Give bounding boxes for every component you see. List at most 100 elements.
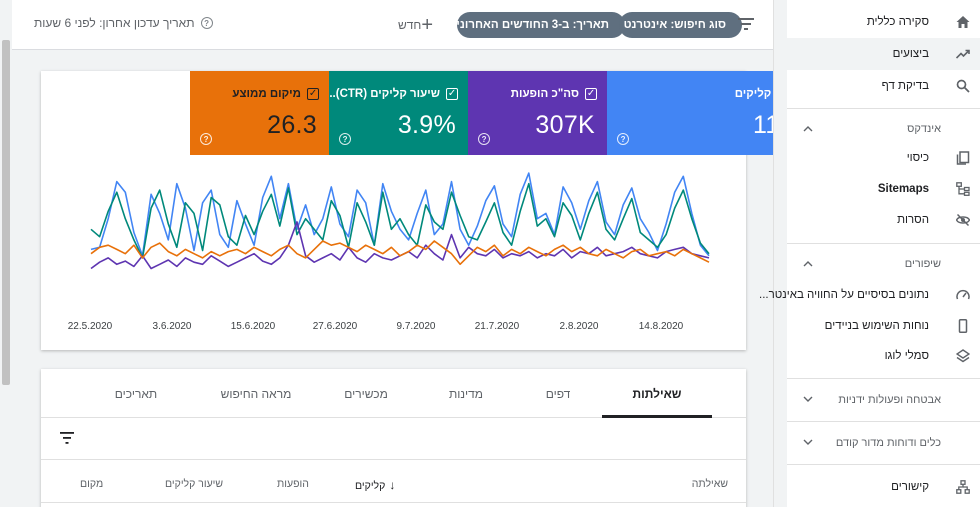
sidebar-section-legacy-tools[interactable]: כלים ודוחות מדור קודם bbox=[787, 426, 980, 460]
last-update: ? תאריך עדכון אחרון: לפני 6 שעות bbox=[34, 16, 213, 30]
chevron-up-icon bbox=[803, 126, 813, 132]
column-header-clicks[interactable]: ↓קליקים bbox=[355, 478, 395, 492]
section-label: כלים ודוחות מדור קודם bbox=[835, 437, 941, 449]
metric-label: שיעור קליקים (CTR)... bbox=[326, 88, 440, 100]
help-icon[interactable]: ? bbox=[339, 133, 351, 145]
checkbox-checked-icon[interactable]: ✓ bbox=[585, 88, 597, 100]
help-icon[interactable]: ? bbox=[478, 133, 490, 145]
column-header-clicks-label: קליקים bbox=[355, 480, 386, 492]
left-scrollbar-track[interactable] bbox=[0, 0, 12, 507]
sidebar-item-overview[interactable]: סקירה כללית bbox=[787, 6, 980, 38]
checkbox-checked-icon[interactable]: ✓ bbox=[307, 88, 319, 100]
sidebar-item-performance[interactable]: ביצועים bbox=[787, 38, 980, 70]
chart-series-line-1 bbox=[90, 182, 710, 259]
x-axis-tick-label: 2.8.2020 bbox=[560, 321, 599, 332]
sidebar-item-removals[interactable]: הסרות bbox=[787, 204, 980, 236]
sidebar-divider bbox=[787, 243, 980, 244]
filter-icon[interactable] bbox=[60, 432, 74, 444]
sidebar-divider bbox=[787, 108, 980, 109]
help-icon[interactable]: ? bbox=[200, 133, 212, 145]
search-icon bbox=[956, 79, 970, 93]
last-update-text: תאריך עדכון אחרון: לפני 6 שעות bbox=[34, 16, 195, 30]
date-filter-label: תאריך: ב-3 החודשים האחרונים bbox=[448, 19, 609, 31]
sidebar-item-sitemaps[interactable]: Sitemaps bbox=[787, 173, 980, 205]
tab-devices[interactable]: מכשירים bbox=[344, 386, 388, 401]
sidebar-divider bbox=[787, 378, 980, 379]
column-header-impressions[interactable]: הופעות bbox=[277, 478, 309, 490]
active-tab-indicator bbox=[602, 415, 712, 418]
tab-pages[interactable]: דפים bbox=[545, 386, 571, 401]
metric-total-clicks[interactable]: ✓סה"כ קליקים 11.9K ? bbox=[607, 71, 787, 155]
home-icon bbox=[956, 16, 970, 28]
left-scrollbar-thumb[interactable] bbox=[2, 40, 10, 385]
plus-icon: + bbox=[421, 14, 433, 36]
metric-label: מיקום ממוצע bbox=[232, 88, 301, 100]
x-axis-tick-label: 21.7.2020 bbox=[475, 321, 520, 332]
metric-label: סה"כ הופעות bbox=[510, 88, 579, 100]
add-new-label: חדש bbox=[398, 18, 422, 32]
sidebar-section-enhancements[interactable]: שיפורים bbox=[787, 247, 980, 281]
sidebar: סקירה כללית ביצועים בדיקת דף אינדקס כיסו… bbox=[759, 0, 980, 507]
sidebar-item-logos[interactable]: סמלי לוגו bbox=[787, 340, 980, 372]
sitemap-icon bbox=[956, 182, 970, 196]
search-type-label: סוג חיפוש: אינטרנט bbox=[623, 19, 726, 31]
metric-value: 3.9% bbox=[397, 111, 456, 139]
x-axis-tick-label: 22.5.2020 bbox=[68, 321, 113, 332]
sidebar-item-links[interactable]: קישורים bbox=[787, 471, 980, 503]
metric-ctr[interactable]: ✓ שיעור קליקים (CTR)... 3.9% ? bbox=[326, 71, 468, 155]
right-scrollbar-track[interactable] bbox=[773, 0, 787, 507]
section-label: אבטחה ופעולות ידניות bbox=[838, 394, 941, 406]
tab-search-appearance[interactable]: מראה החיפוש bbox=[220, 386, 292, 401]
metric-value: 26.3 bbox=[267, 111, 317, 139]
performance-chart-card: ✓סה"כ קליקים 11.9K ? ✓ סה"כ הופעות 307K ?… bbox=[41, 71, 787, 350]
chart-series-line-3 bbox=[90, 240, 710, 266]
layers-icon bbox=[956, 349, 970, 363]
section-label: אינדקס bbox=[907, 123, 941, 135]
add-new-filter-button[interactable]: + חדש bbox=[398, 15, 439, 35]
column-header-query[interactable]: שאילתה bbox=[691, 478, 728, 490]
search-type-chip[interactable]: סוג חיפוש: אינטרנט bbox=[619, 12, 742, 38]
sidebar-section-security[interactable]: אבטחה ופעולות ידניות bbox=[787, 383, 980, 417]
smartphone-icon bbox=[958, 319, 968, 333]
links-tree-icon bbox=[956, 480, 970, 494]
metric-total-impressions[interactable]: ✓ סה"כ הופעות 307K ? bbox=[468, 71, 607, 155]
chevron-up-icon bbox=[803, 261, 813, 267]
x-axis-tick-label: 14.8.2020 bbox=[639, 321, 684, 332]
tab-queries[interactable]: שאילתות bbox=[632, 386, 682, 401]
sidebar-divider bbox=[787, 464, 980, 465]
x-axis-tick-label: 27.6.2020 bbox=[313, 321, 358, 332]
sidebar-item-label: נתונים בסיסיים על החוויה באינטר... bbox=[759, 289, 929, 301]
sidebar-item-mobile-usability[interactable]: נוחות השימוש בניידים bbox=[787, 310, 980, 342]
sidebar-section-index[interactable]: אינדקס bbox=[787, 112, 980, 146]
column-header-ctr[interactable]: שיעור קליקים bbox=[165, 478, 224, 490]
tab-countries[interactable]: מדינות bbox=[448, 386, 484, 401]
speed-gauge-icon bbox=[956, 289, 970, 300]
metric-average-position[interactable]: ✓ מיקום ממוצע 26.3 ? bbox=[190, 71, 329, 155]
date-filter-chip[interactable]: תאריך: ב-3 החודשים האחרונים bbox=[448, 12, 625, 38]
filter-icon[interactable] bbox=[738, 17, 754, 31]
sidebar-item-label: בדיקת דף bbox=[881, 80, 929, 92]
arrow-down-icon: ↓ bbox=[389, 478, 396, 492]
x-axis-tick-label: 3.6.2020 bbox=[153, 321, 192, 332]
chevron-down-icon bbox=[803, 396, 813, 402]
sidebar-item-url-inspection[interactable]: בדיקת דף bbox=[787, 70, 980, 102]
sidebar-item-core-web-vitals[interactable]: נתונים בסיסיים על החוויה באינטר... bbox=[759, 279, 980, 311]
sidebar-item-coverage[interactable]: כיסוי bbox=[787, 142, 980, 174]
tab-dates[interactable]: תאריכים bbox=[114, 386, 158, 401]
checkbox-checked-icon[interactable]: ✓ bbox=[446, 88, 458, 100]
chevron-down-icon bbox=[803, 439, 813, 445]
chart-series-line-0 bbox=[90, 172, 710, 257]
sidebar-item-label: קישורים bbox=[891, 481, 929, 493]
metric-value: 307K bbox=[535, 111, 595, 139]
data-table-card: שאילתות דפים מדינות מכשירים מראה החיפוש … bbox=[41, 369, 746, 507]
help-icon[interactable]: ? bbox=[200, 17, 213, 29]
sidebar-item-label: סמלי לוגו bbox=[884, 350, 929, 362]
help-icon[interactable]: ? bbox=[617, 133, 629, 145]
x-axis-tick-label: 9.7.2020 bbox=[397, 321, 436, 332]
sidebar-item-label: כיסוי bbox=[906, 152, 929, 164]
sidebar-item-label: Sitemaps bbox=[877, 183, 929, 195]
trending-up-icon bbox=[956, 49, 970, 59]
section-label: שיפורים bbox=[904, 258, 941, 270]
visibility-off-icon bbox=[956, 213, 970, 227]
column-header-position[interactable]: מקום bbox=[80, 478, 104, 490]
